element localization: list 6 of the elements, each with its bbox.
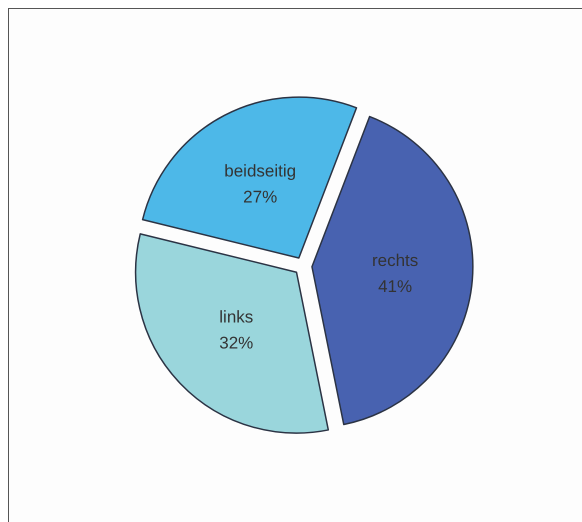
slice-label: beidseitig bbox=[224, 162, 296, 181]
slice-label: links bbox=[219, 307, 254, 326]
data-label: 32% bbox=[219, 333, 254, 352]
data-label: 27% bbox=[243, 188, 278, 207]
slice-label: rechts bbox=[372, 251, 418, 270]
data-label: 41% bbox=[378, 277, 412, 296]
